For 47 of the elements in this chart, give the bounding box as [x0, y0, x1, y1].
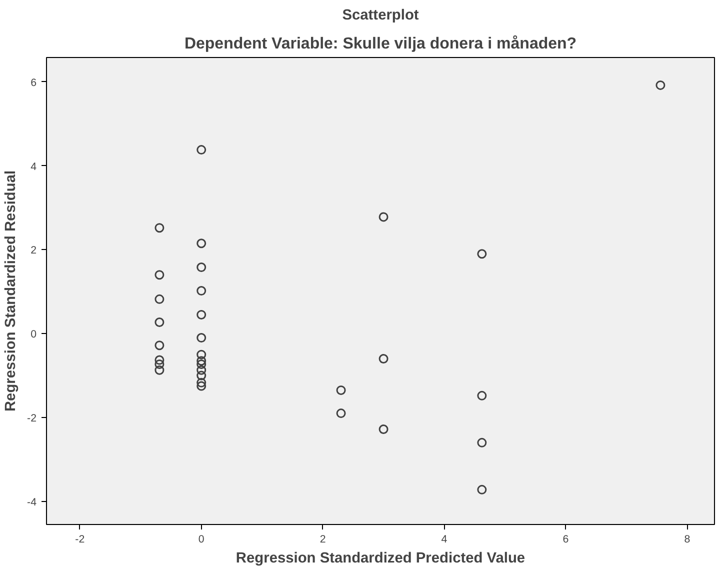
x-tick-label: 2 — [320, 534, 326, 546]
point — [154, 359, 164, 369]
point — [154, 223, 164, 233]
point — [336, 385, 346, 395]
point — [196, 370, 206, 380]
x-tick-label: 8 — [684, 534, 690, 546]
y-axis-title: Regression Standardized Residual — [3, 170, 20, 412]
point — [154, 318, 164, 327]
x-tick-label: 6 — [562, 534, 569, 546]
x-tick-label: 0 — [198, 534, 204, 546]
chart-subtitle: Dependent Variable: Skulle vilja donera i månaden? — [184, 34, 577, 52]
chart-title: Scatterplot — [342, 8, 419, 24]
point — [196, 359, 206, 369]
point — [196, 286, 206, 296]
point — [196, 356, 206, 366]
point — [196, 381, 206, 391]
y-tick-label: 6 — [30, 76, 37, 89]
x-tick-label: -2 — [75, 534, 85, 546]
point — [154, 270, 164, 280]
point — [196, 310, 206, 320]
y-tick-label: 2 — [30, 244, 37, 257]
point — [477, 390, 487, 400]
point — [336, 408, 346, 418]
y-tick-label: -4 — [27, 496, 37, 508]
point — [196, 378, 206, 388]
point — [477, 249, 487, 259]
point — [154, 340, 164, 350]
point — [196, 238, 206, 248]
point — [378, 354, 388, 364]
point — [154, 365, 164, 375]
point — [196, 145, 206, 155]
point — [378, 424, 388, 434]
point — [477, 438, 487, 448]
point — [196, 333, 206, 343]
point — [196, 350, 206, 360]
point — [378, 212, 388, 222]
point — [154, 294, 164, 304]
point — [656, 80, 666, 90]
point — [196, 365, 206, 375]
y-tick-label: 4 — [30, 160, 37, 173]
point — [154, 355, 164, 365]
y-tick-label: 0 — [30, 328, 37, 341]
y-tick-label: -2 — [27, 412, 37, 425]
point — [477, 484, 487, 494]
x-axis-title: Regression Standardized Predicted Value — [236, 550, 526, 566]
point — [196, 262, 206, 272]
x-tick-label: 4 — [441, 534, 448, 546]
